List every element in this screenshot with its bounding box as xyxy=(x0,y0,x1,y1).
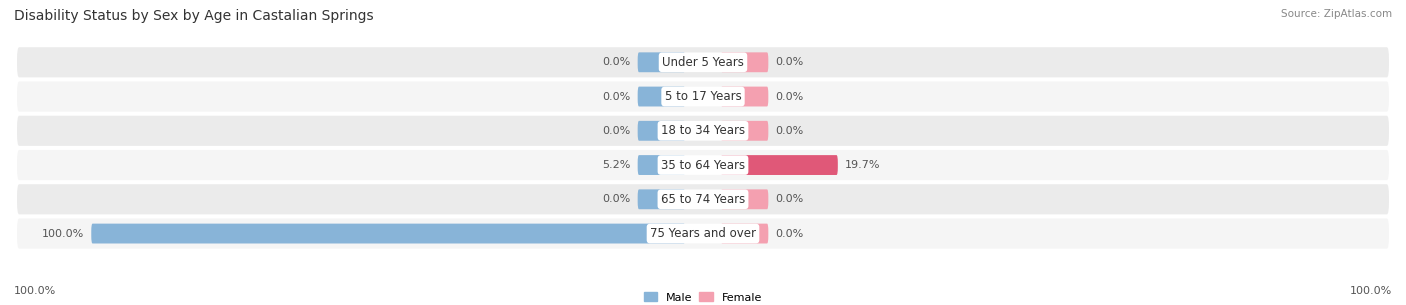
FancyBboxPatch shape xyxy=(91,224,685,243)
Text: 0.0%: 0.0% xyxy=(776,92,804,102)
FancyBboxPatch shape xyxy=(17,218,1389,249)
Text: 100.0%: 100.0% xyxy=(42,228,84,239)
Text: 100.0%: 100.0% xyxy=(14,286,56,296)
Text: 0.0%: 0.0% xyxy=(602,194,630,204)
FancyBboxPatch shape xyxy=(17,116,1389,146)
FancyBboxPatch shape xyxy=(638,121,685,141)
Text: 5.2%: 5.2% xyxy=(602,160,630,170)
FancyBboxPatch shape xyxy=(638,87,685,106)
FancyBboxPatch shape xyxy=(721,121,768,141)
FancyBboxPatch shape xyxy=(638,52,685,72)
Text: 0.0%: 0.0% xyxy=(776,194,804,204)
Text: 0.0%: 0.0% xyxy=(776,228,804,239)
Text: 0.0%: 0.0% xyxy=(776,57,804,67)
FancyBboxPatch shape xyxy=(17,150,1389,180)
FancyBboxPatch shape xyxy=(721,52,768,72)
Text: 100.0%: 100.0% xyxy=(1350,286,1392,296)
FancyBboxPatch shape xyxy=(721,189,768,209)
Text: 19.7%: 19.7% xyxy=(845,160,880,170)
Legend: Male, Female: Male, Female xyxy=(644,292,762,303)
Text: 0.0%: 0.0% xyxy=(602,126,630,136)
Text: 0.0%: 0.0% xyxy=(602,57,630,67)
Text: 5 to 17 Years: 5 to 17 Years xyxy=(665,90,741,103)
FancyBboxPatch shape xyxy=(17,47,1389,77)
Text: Disability Status by Sex by Age in Castalian Springs: Disability Status by Sex by Age in Casta… xyxy=(14,9,374,23)
Text: 0.0%: 0.0% xyxy=(776,126,804,136)
Text: Source: ZipAtlas.com: Source: ZipAtlas.com xyxy=(1281,9,1392,19)
Text: 35 to 64 Years: 35 to 64 Years xyxy=(661,159,745,171)
FancyBboxPatch shape xyxy=(638,155,685,175)
FancyBboxPatch shape xyxy=(17,184,1389,214)
Text: 75 Years and over: 75 Years and over xyxy=(650,227,756,240)
Text: 65 to 74 Years: 65 to 74 Years xyxy=(661,193,745,206)
Text: 0.0%: 0.0% xyxy=(602,92,630,102)
FancyBboxPatch shape xyxy=(721,87,768,106)
FancyBboxPatch shape xyxy=(721,155,838,175)
Text: Under 5 Years: Under 5 Years xyxy=(662,56,744,69)
Text: 18 to 34 Years: 18 to 34 Years xyxy=(661,124,745,137)
FancyBboxPatch shape xyxy=(721,224,768,243)
FancyBboxPatch shape xyxy=(638,189,685,209)
FancyBboxPatch shape xyxy=(17,81,1389,112)
